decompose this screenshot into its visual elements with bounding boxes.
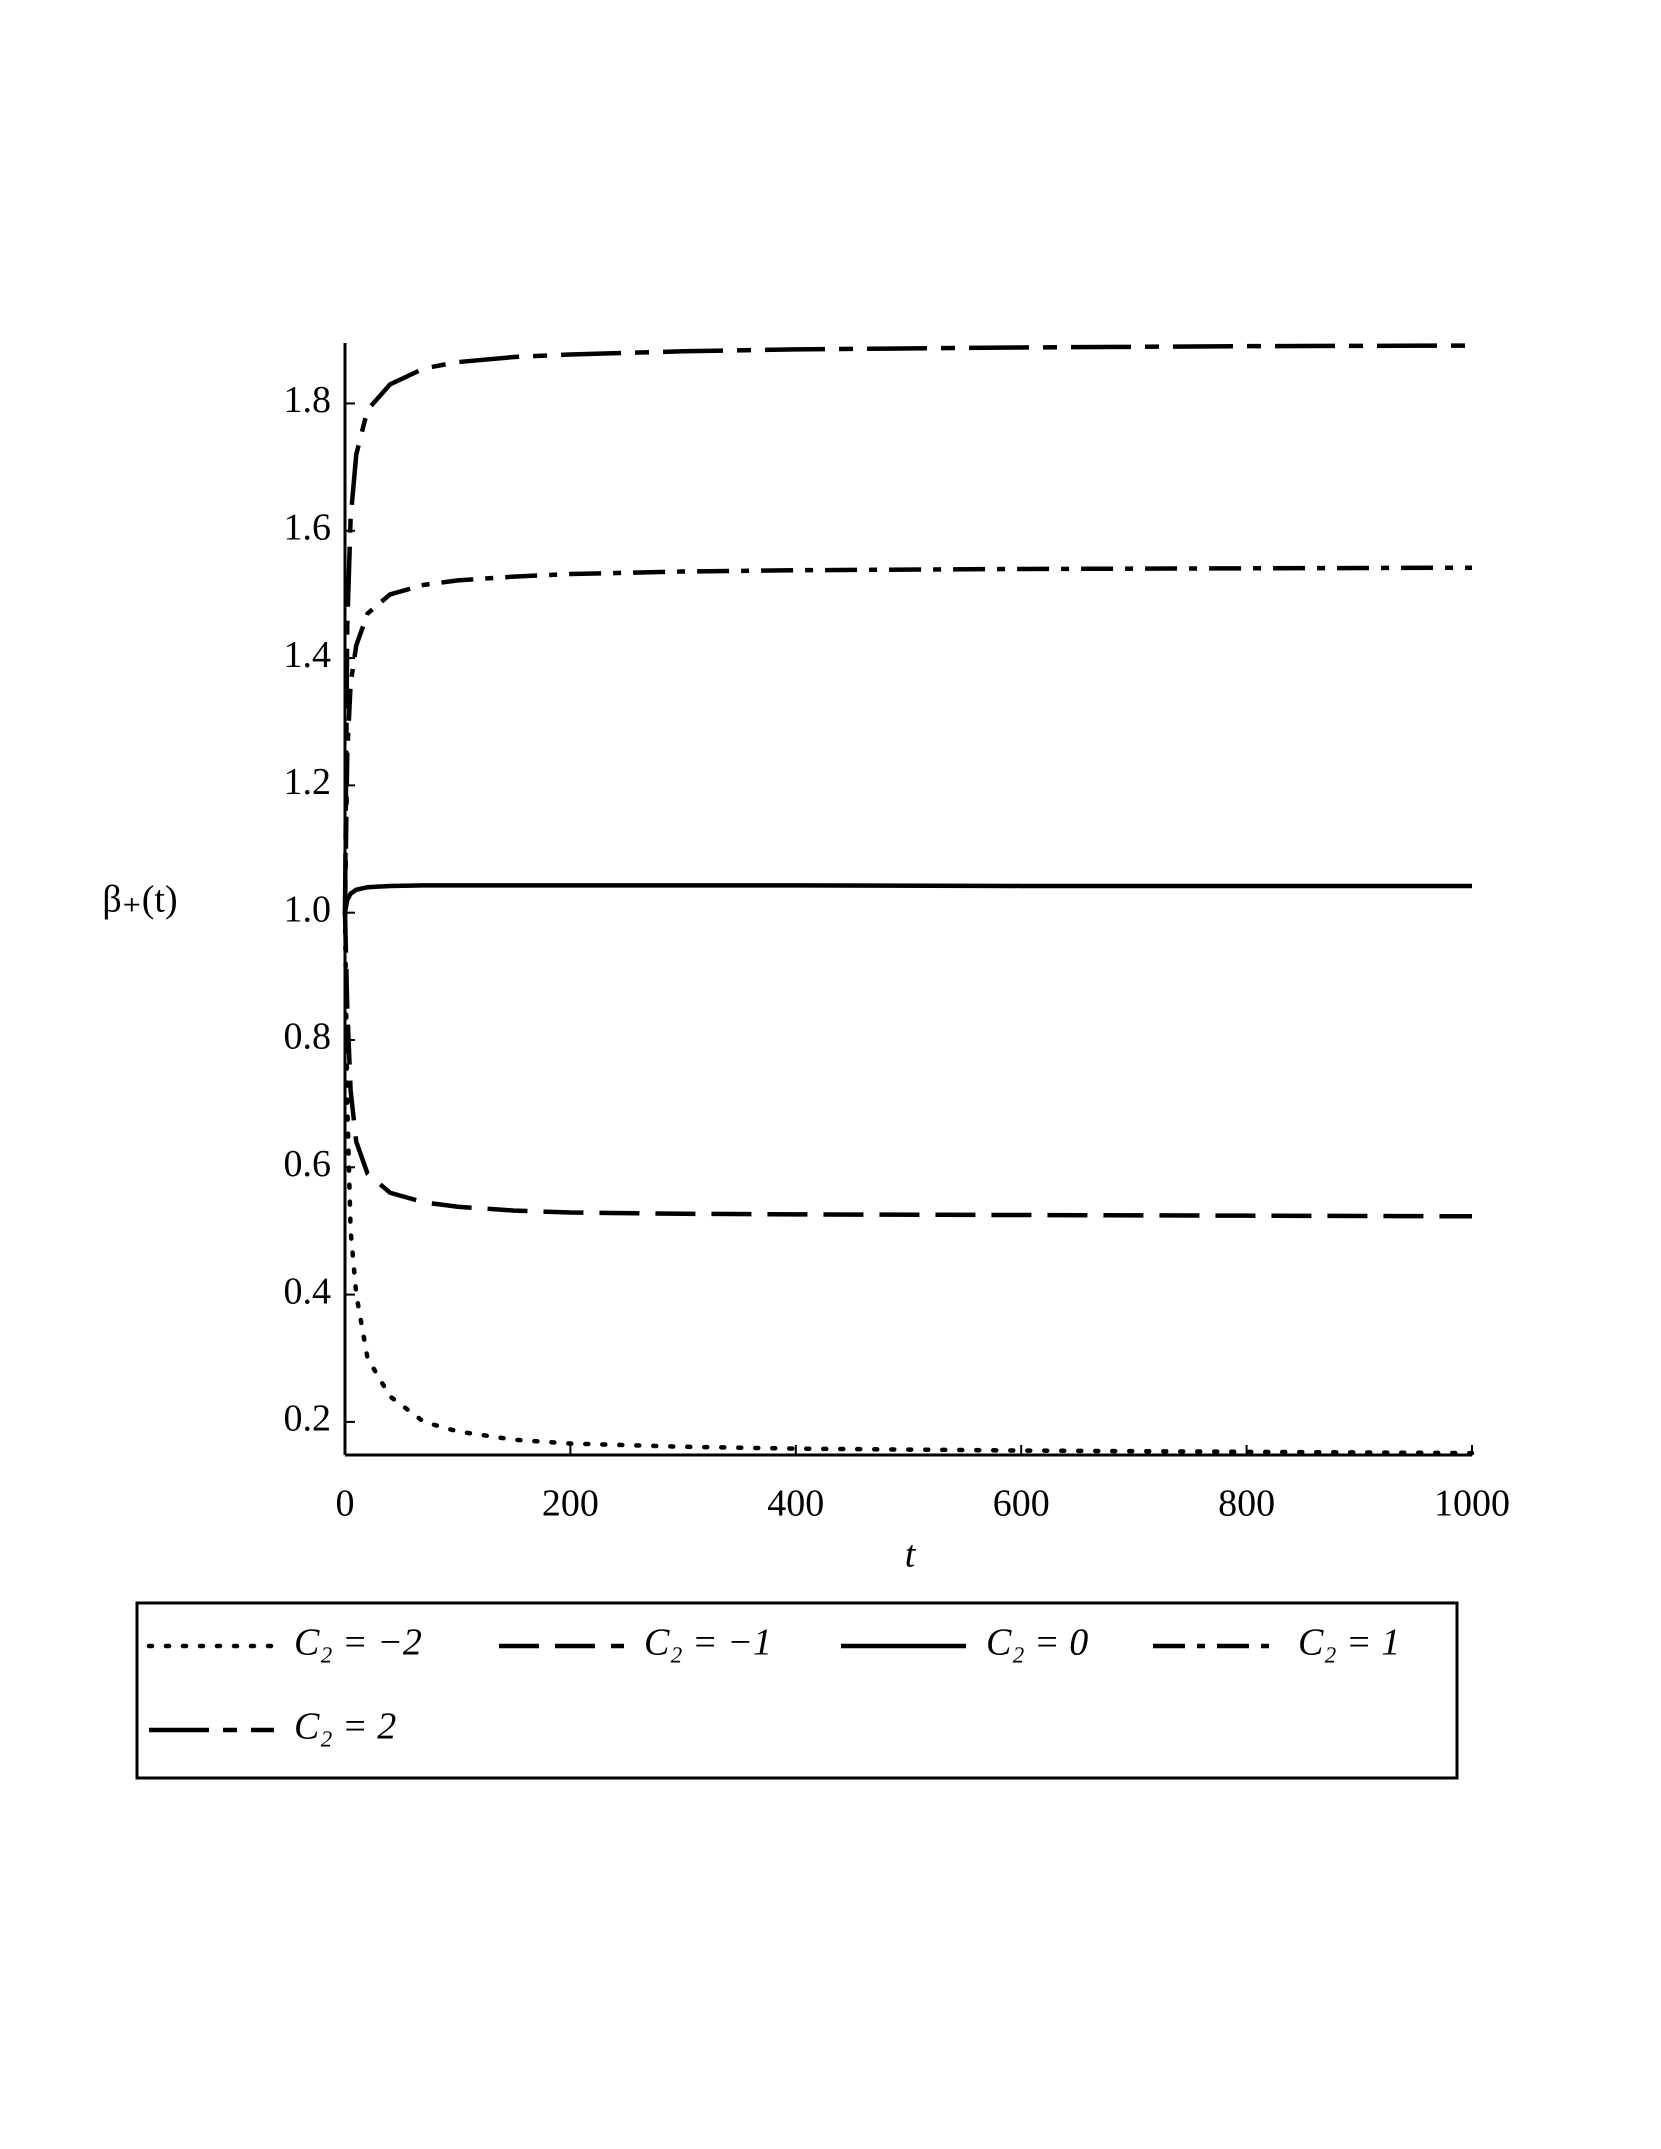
legend-label: C₂ = 0 <box>986 1622 1088 1664</box>
legend-box <box>135 1601 1459 1780</box>
legend-label: C₂ = −2 <box>294 1622 422 1664</box>
y-tick-label: 1.6 <box>284 506 332 548</box>
y-tick-label: 0.2 <box>284 1398 332 1440</box>
series-line <box>342 883 1472 914</box>
legend-label: C₂ = −1 <box>644 1622 772 1664</box>
y-tick-label: 1.2 <box>284 761 332 803</box>
x-tick-label: 600 <box>993 1483 1050 1525</box>
x-tick-label: 0 <box>336 1483 355 1525</box>
y-tick-label: 1.0 <box>284 888 332 930</box>
series-line <box>342 912 1473 1219</box>
x-axis-label: t <box>905 1534 917 1576</box>
y-tick-label: 1.4 <box>284 634 332 676</box>
y-tick-label: 1.8 <box>284 379 332 421</box>
x-tick-label: 800 <box>1218 1483 1275 1525</box>
series-line <box>342 343 1473 913</box>
legend-label: C₂ = 2 <box>294 1706 396 1748</box>
y-tick-label: 0.4 <box>284 1270 332 1312</box>
y-tick-label: 0.8 <box>284 1016 332 1058</box>
y-axis-label: β₊(t) <box>102 879 177 921</box>
x-tick-label: 400 <box>767 1483 824 1525</box>
y-tick-label: 0.6 <box>284 1143 332 1185</box>
series-line <box>342 910 1475 1456</box>
series-line <box>342 565 1473 913</box>
x-tick-label: 1000 <box>1434 1483 1510 1525</box>
x-tick-label: 200 <box>542 1483 599 1525</box>
legend-label: C₂ = 1 <box>1298 1622 1400 1664</box>
